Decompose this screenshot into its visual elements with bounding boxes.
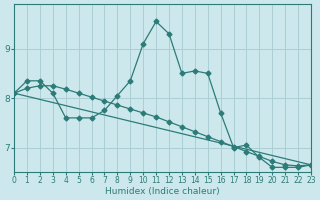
X-axis label: Humidex (Indice chaleur): Humidex (Indice chaleur) [105, 187, 220, 196]
